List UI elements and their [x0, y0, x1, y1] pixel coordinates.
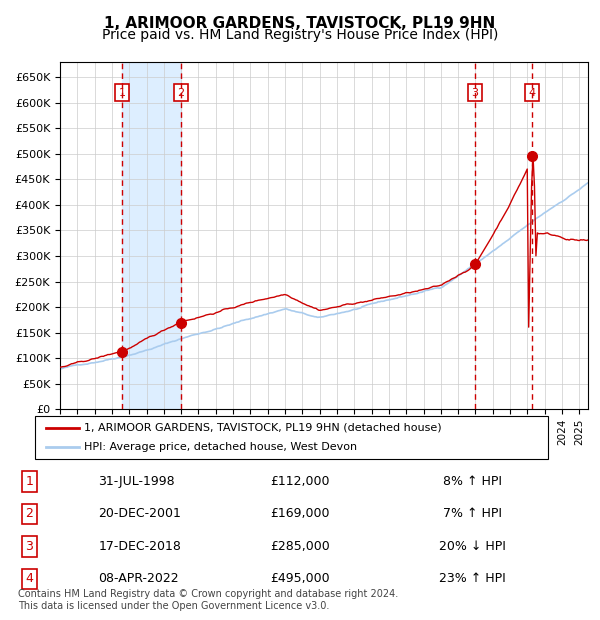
Text: 3: 3 — [471, 87, 478, 97]
Text: Contains HM Land Registry data © Crown copyright and database right 2024.
This d: Contains HM Land Registry data © Crown c… — [18, 589, 398, 611]
Bar — [122, 62, 181, 409]
Text: 1: 1 — [25, 475, 33, 488]
Text: 20-DEC-2001: 20-DEC-2001 — [98, 507, 181, 520]
Text: 23% ↑ HPI: 23% ↑ HPI — [439, 572, 506, 585]
Text: 2: 2 — [25, 507, 33, 520]
Text: £495,000: £495,000 — [270, 572, 330, 585]
Text: 2: 2 — [178, 87, 185, 97]
Text: Price paid vs. HM Land Registry's House Price Index (HPI): Price paid vs. HM Land Registry's House … — [102, 28, 498, 42]
Text: 8% ↑ HPI: 8% ↑ HPI — [443, 475, 502, 488]
Text: 7% ↑ HPI: 7% ↑ HPI — [443, 507, 502, 520]
Text: 17-DEC-2018: 17-DEC-2018 — [98, 540, 181, 553]
Text: 4: 4 — [25, 572, 33, 585]
Text: HPI: Average price, detached house, West Devon: HPI: Average price, detached house, West… — [84, 441, 357, 451]
Text: £112,000: £112,000 — [270, 475, 330, 488]
FancyBboxPatch shape — [35, 416, 548, 459]
Text: 1, ARIMOOR GARDENS, TAVISTOCK, PL19 9HN (detached house): 1, ARIMOOR GARDENS, TAVISTOCK, PL19 9HN … — [84, 423, 442, 433]
Text: 1, ARIMOOR GARDENS, TAVISTOCK, PL19 9HN: 1, ARIMOOR GARDENS, TAVISTOCK, PL19 9HN — [104, 16, 496, 30]
Text: 1: 1 — [118, 87, 125, 97]
Text: 20% ↓ HPI: 20% ↓ HPI — [439, 540, 506, 553]
Text: 4: 4 — [529, 87, 536, 97]
Text: £285,000: £285,000 — [270, 540, 330, 553]
Text: £169,000: £169,000 — [270, 507, 330, 520]
Text: 31-JUL-1998: 31-JUL-1998 — [98, 475, 175, 488]
Text: 3: 3 — [25, 540, 33, 553]
Text: 08-APR-2022: 08-APR-2022 — [98, 572, 179, 585]
